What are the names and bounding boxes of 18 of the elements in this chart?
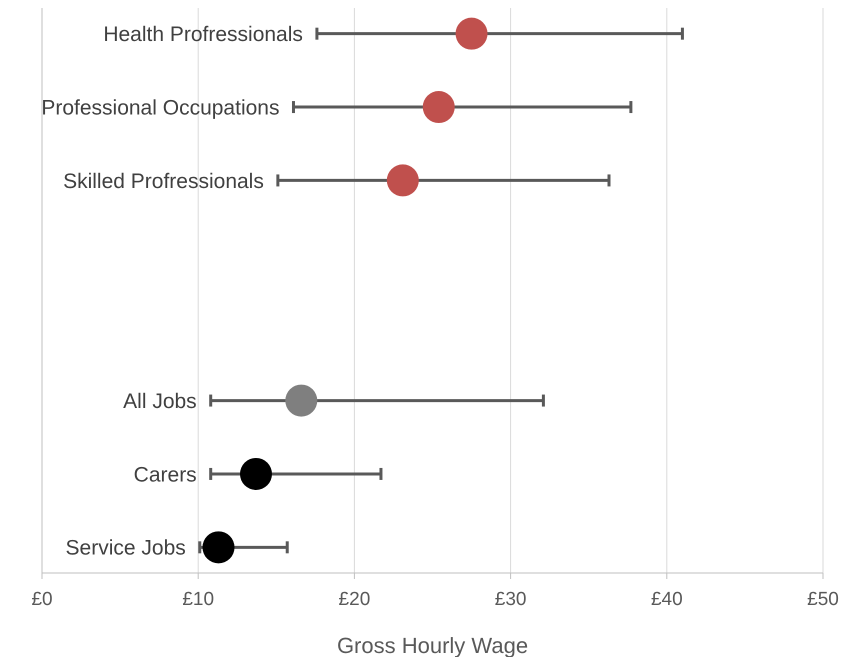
y-tick-label: Carers (134, 463, 197, 486)
point (240, 458, 272, 490)
point (202, 531, 235, 564)
point (456, 18, 488, 50)
x-tick-label: £0 (31, 588, 53, 610)
y-tick-label: All Jobs (123, 390, 197, 413)
x-tick-label: £10 (182, 588, 214, 610)
x-tick-label: £40 (650, 588, 683, 610)
point (422, 91, 455, 124)
y-tick-label: Health Profressionals (103, 23, 303, 46)
point (285, 384, 318, 417)
x-tick-label: £20 (338, 588, 370, 610)
x-tick-label: £30 (494, 588, 526, 610)
y-tick-label: Skilled Profressionals (63, 170, 264, 193)
x-tick-label: £50 (807, 588, 839, 610)
y-tick-label: Professional Occupations (41, 96, 280, 120)
point (386, 164, 419, 196)
y-tick-label: Service Jobs (66, 536, 186, 560)
